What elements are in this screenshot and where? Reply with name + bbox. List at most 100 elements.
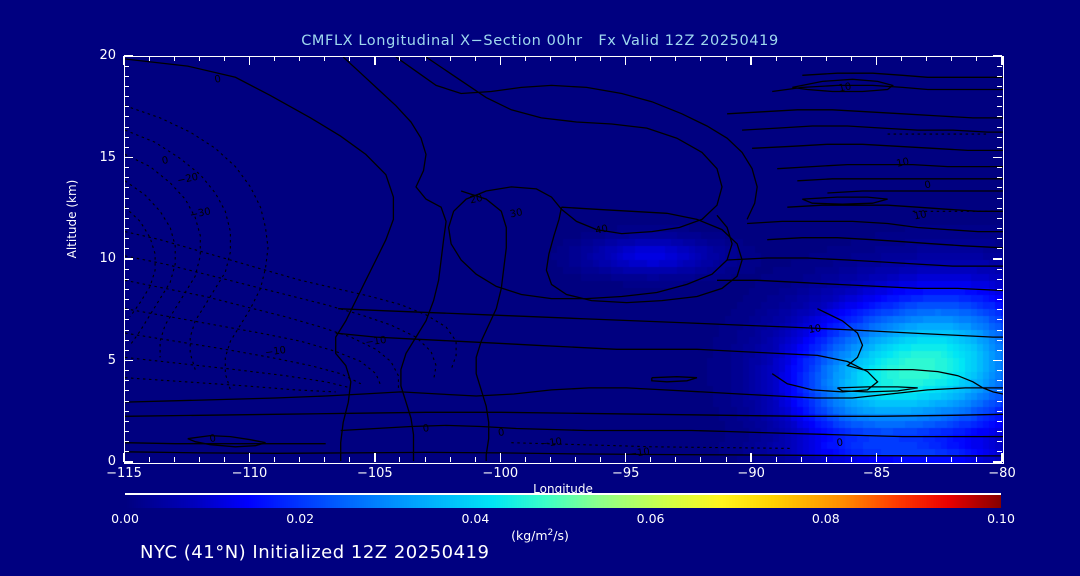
x-axis-minor-tick (198, 457, 200, 462)
colorbar-tick-label: 0.02 (286, 511, 315, 526)
y-axis-minor-tick (124, 197, 129, 199)
contour-line-negative (125, 255, 437, 380)
x-axis-minor-tick (349, 56, 351, 61)
contour-line-positive (792, 78, 894, 93)
y-axis-minor-tick (124, 400, 129, 402)
x-axis-tick-label: −80 (988, 466, 1016, 481)
y-axis-minor-tick (997, 136, 1002, 138)
y-axis-minor-tick (124, 85, 129, 87)
contour-line-positive (425, 57, 733, 300)
contour-line-positive (651, 376, 698, 383)
contour-line-positive (545, 206, 743, 304)
x-axis-minor-tick (901, 457, 903, 462)
contour-line-negative (125, 206, 156, 318)
y-axis-minor-tick (997, 329, 1002, 331)
contour-line-positive (802, 196, 888, 205)
contour-label: 0 (209, 433, 217, 445)
x-axis-major-tick (625, 56, 627, 65)
y-axis-major-tick (993, 258, 1002, 260)
y-axis-minor-tick (997, 299, 1002, 301)
contour-line-positive (335, 332, 879, 393)
y-axis-minor-tick (997, 228, 1002, 230)
contour-line-positive (772, 84, 1003, 93)
colorbar (125, 495, 1001, 508)
x-axis-major-tick (248, 56, 251, 65)
x-axis-major-tick (625, 453, 627, 462)
x-axis-tick-label: −105 (356, 466, 393, 481)
y-axis-minor-tick (124, 339, 129, 341)
y-axis-minor-tick (997, 441, 1002, 443)
x-axis-minor-tick (650, 457, 652, 462)
contour-line-positive (342, 57, 447, 461)
y-axis-minor-tick (124, 329, 129, 331)
y-axis-minor-tick (124, 126, 129, 128)
colorbar-units: (kg/m2/s) (0, 528, 1080, 543)
y-axis-minor-tick (997, 339, 1002, 341)
contour-label: 0 (161, 155, 170, 167)
y-axis-major-tick (993, 461, 1002, 463)
y-axis-minor-tick (124, 349, 129, 351)
contour-label: 20 (469, 193, 484, 206)
x-axis-major-tick (374, 453, 376, 462)
x-axis-minor-tick (600, 457, 602, 462)
y-axis-minor-tick (997, 217, 1002, 219)
colorbar-tick-label: 0.10 (987, 511, 1015, 526)
x-axis-tick-label: −110 (231, 466, 268, 481)
contour-label: −10 (264, 345, 286, 359)
x-axis-major-tick (875, 453, 878, 462)
x-axis-minor-tick (549, 457, 551, 462)
x-axis-minor-tick (474, 56, 476, 61)
x-axis-minor-tick (825, 457, 827, 462)
x-axis-minor-tick (725, 56, 727, 61)
contour-line-positive (802, 72, 1003, 78)
contour-line-positive (827, 190, 1003, 194)
x-axis-minor-tick (324, 457, 326, 462)
y-axis-minor-tick (997, 207, 1002, 209)
x-axis-major-tick (374, 56, 376, 65)
y-axis-minor-tick (997, 288, 1002, 290)
x-axis-major-tick (248, 453, 251, 462)
contour-line-positive (340, 424, 1003, 438)
contour-line-negative (125, 153, 201, 358)
y-axis-minor-tick (997, 187, 1002, 189)
colorbar-tick-label: 0.08 (811, 511, 840, 526)
x-axis-minor-tick (148, 56, 150, 61)
x-axis-minor-tick (524, 457, 526, 462)
x-axis-tick-label: −95 (611, 466, 640, 481)
contour-label: 0 (497, 427, 505, 439)
y-axis-minor-tick (124, 228, 129, 230)
x-axis-minor-tick (474, 457, 476, 462)
x-axis-minor-tick (800, 457, 802, 462)
y-axis-minor-tick (997, 238, 1002, 240)
x-axis-minor-tick (575, 56, 577, 61)
contour-line-negative (125, 356, 351, 389)
y-axis-minor-tick (124, 75, 129, 77)
contour-line-positive (797, 178, 1003, 182)
y-axis-minor-tick (997, 197, 1002, 199)
x-axis-minor-tick (650, 56, 652, 61)
contour-line-negative (125, 308, 382, 387)
x-axis-minor-tick (449, 457, 451, 462)
y-axis-minor-tick (124, 441, 129, 443)
x-axis-tick-label: −115 (106, 466, 142, 481)
colorbar-units-suffix: /s) (553, 528, 569, 544)
contour-line-positive (395, 57, 758, 220)
x-axis-minor-tick (825, 56, 827, 61)
contour-line-positive (817, 308, 1003, 395)
contour-line-positive (767, 237, 1003, 249)
x-axis-minor-tick (700, 457, 702, 462)
y-axis-minor-tick (124, 116, 129, 118)
contour-line-positive (727, 257, 1003, 267)
y-axis-major-tick (993, 359, 1002, 362)
y-axis-minor-tick (997, 420, 1002, 422)
y-axis-minor-tick (997, 268, 1002, 270)
y-axis-minor-tick (124, 278, 129, 280)
x-axis-minor-tick (926, 457, 928, 462)
x-axis-minor-tick (148, 457, 150, 462)
y-axis-major-tick (124, 258, 133, 260)
contour-line-positive (125, 58, 395, 461)
contour-label: 10 (808, 323, 822, 336)
y-axis-major-tick (124, 55, 133, 57)
y-axis-minor-tick (124, 451, 129, 453)
x-axis-minor-tick (926, 56, 928, 61)
